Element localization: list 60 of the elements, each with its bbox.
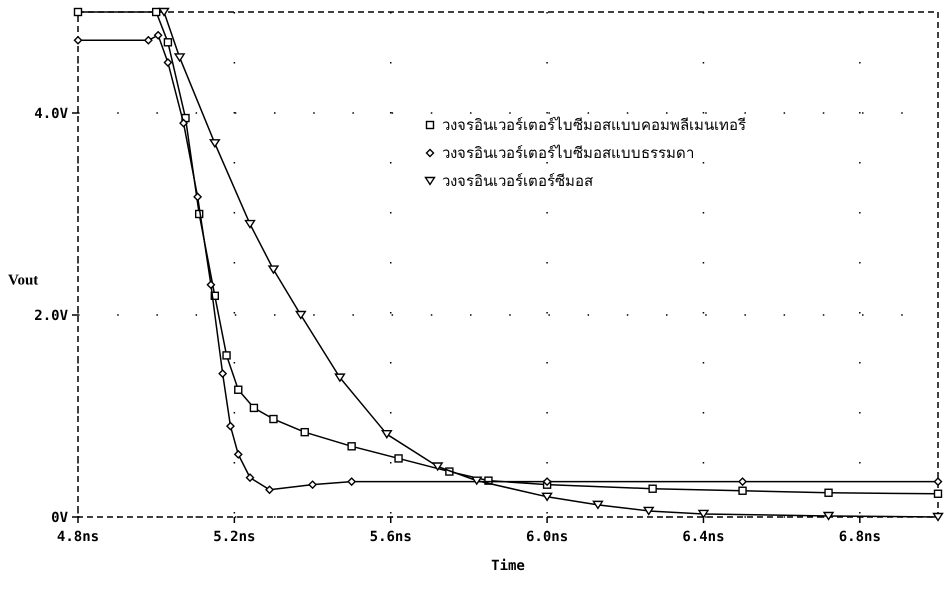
x-tick-label: 6.0ns xyxy=(526,529,568,545)
point xyxy=(347,477,356,486)
legend-label: วงจรอินเวอร์เตอร์ซีมอส xyxy=(442,172,593,190)
y-tick-label: 0V xyxy=(51,510,69,526)
point xyxy=(265,486,274,494)
point xyxy=(432,462,443,471)
point xyxy=(738,477,747,486)
point xyxy=(246,473,254,482)
point xyxy=(158,8,170,16)
point xyxy=(152,8,160,16)
point xyxy=(308,480,317,489)
point xyxy=(542,492,552,501)
point xyxy=(934,477,942,486)
point xyxy=(347,442,356,450)
point xyxy=(226,422,235,430)
y-tick-label: 2.0V xyxy=(34,308,69,324)
point xyxy=(268,265,279,274)
point xyxy=(222,351,231,360)
x-tick-label: 6.8ns xyxy=(838,529,881,545)
point xyxy=(74,36,82,44)
y-axis-title: Vout xyxy=(8,272,38,288)
point xyxy=(648,484,657,493)
point xyxy=(269,414,278,424)
x-tick-label: 4.8ns xyxy=(56,529,100,545)
point xyxy=(394,454,403,463)
point xyxy=(296,310,306,320)
point xyxy=(206,280,216,289)
point xyxy=(174,53,185,62)
point xyxy=(244,220,256,228)
point xyxy=(472,476,482,485)
point xyxy=(250,404,258,412)
point xyxy=(164,38,172,46)
point xyxy=(823,512,834,520)
point xyxy=(234,450,242,459)
point xyxy=(592,500,604,510)
legend-label: วงจรอินเวอร์เตอร์ไบซีมอสแบบคอมพลีเมนเทอรี xyxy=(442,116,746,134)
point xyxy=(934,490,942,498)
point xyxy=(218,369,227,378)
point xyxy=(210,139,220,148)
point xyxy=(932,512,944,522)
legend-label: วงจรอินเวอร์เตอร์ไบซีมอสแบบธรรมดา xyxy=(442,144,694,162)
point xyxy=(154,31,162,40)
point xyxy=(144,36,153,44)
point xyxy=(542,477,552,486)
point xyxy=(164,58,172,67)
x-tick-label: 5.2ns xyxy=(213,529,256,545)
point xyxy=(382,430,392,438)
x-axis-title: Time xyxy=(491,558,525,574)
point xyxy=(74,8,82,16)
point xyxy=(300,428,309,436)
x-tick-label: 6.4ns xyxy=(682,529,725,545)
point xyxy=(234,386,242,394)
point xyxy=(193,192,202,202)
point xyxy=(738,486,747,495)
point xyxy=(334,373,346,382)
point xyxy=(644,506,654,516)
point xyxy=(824,488,833,497)
y-tick-label: 4.0V xyxy=(34,106,69,122)
point xyxy=(698,510,709,518)
x-tick-label: 5.6ns xyxy=(370,529,412,545)
